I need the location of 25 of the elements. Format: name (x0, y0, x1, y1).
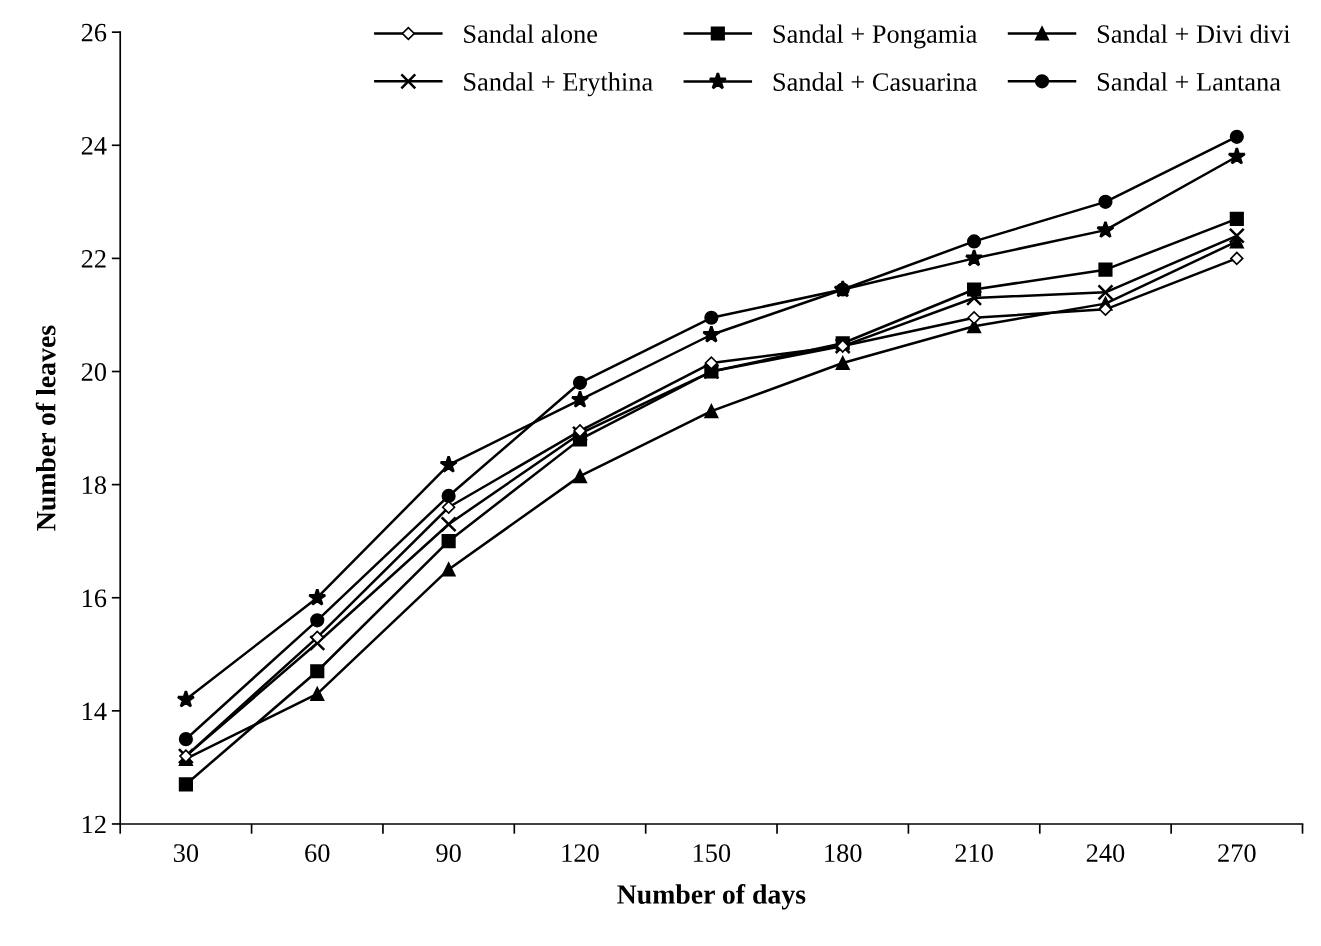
y-tick-label: 12 (82, 815, 106, 834)
y-tick-label: 18 (82, 476, 107, 495)
y-tick-label: 14 (82, 702, 107, 721)
legend-label: Sandal + Lantana (1097, 72, 1281, 91)
y-tick-label: 26 (81, 23, 107, 42)
y-tick-label: 20 (81, 363, 107, 381)
legend-label: Sandal + Erythina (464, 72, 653, 97)
x-tick-label: 180 (825, 844, 862, 862)
y-tick-label: 24 (81, 136, 107, 155)
x-tick-label: 240 (1086, 844, 1125, 862)
y-axis-title: Number of leaves (35, 325, 56, 531)
x-tick-label: 60 (305, 844, 330, 862)
legend-label: Sandal alone (464, 24, 598, 43)
legend-label: Sandal + Pongamia (773, 24, 978, 49)
x-tick-label: 270 (1218, 844, 1256, 862)
x-tick-label: 90 (436, 844, 461, 862)
x-tick-label: 210 (955, 844, 993, 862)
legend-label: Sandal + Casuarina (773, 72, 977, 91)
x-axis-title: Number of days (617, 884, 806, 910)
legend-label: Sandal + Divi divi (1097, 24, 1291, 43)
y-tick-label: 22 (81, 250, 106, 268)
x-tick-label: 30 (173, 844, 199, 862)
x-tick-label: 120 (562, 844, 599, 862)
y-tick-label: 16 (82, 589, 107, 608)
x-tick-label: 150 (693, 844, 731, 862)
